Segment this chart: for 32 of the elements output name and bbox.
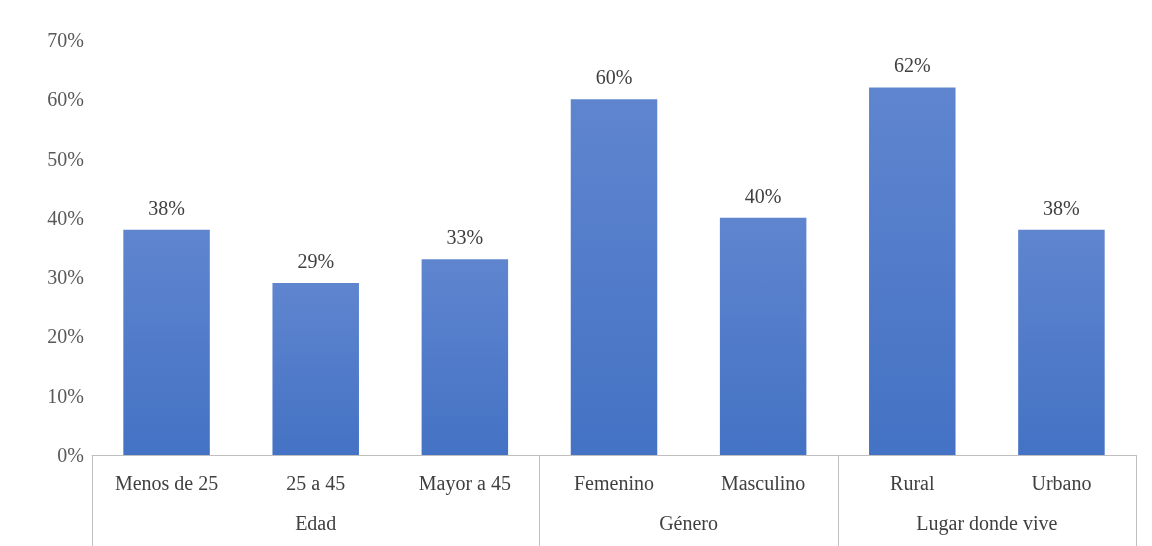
data-label: 38% (1043, 196, 1080, 219)
data-label: 38% (148, 196, 185, 219)
x-tick-label: Masculino (720, 472, 806, 494)
text: Lugar donde vive (916, 512, 1058, 535)
bar (570, 99, 658, 455)
data-label: 62% (893, 54, 931, 77)
bar (421, 259, 509, 455)
bar (869, 87, 956, 455)
y-tick-label: 60% (47, 88, 84, 111)
data-label: 60% (595, 66, 633, 89)
x-tick-label: 25 a 45 (286, 472, 346, 494)
y-tick-label: 0% (57, 444, 84, 466)
text: Edad (295, 512, 337, 535)
y-tick-label: 70% (47, 29, 84, 51)
data-label: 29% (297, 250, 335, 273)
x-tick-label: Urbano (1031, 472, 1092, 494)
y-tick-label: 10% (47, 384, 84, 407)
x-tick-label: Rural (890, 472, 935, 494)
bar (272, 283, 359, 455)
data-label: 40% (744, 184, 782, 207)
text: Género (659, 512, 718, 535)
y-tick-label: 20% (47, 325, 84, 348)
bar (1018, 229, 1105, 455)
y-tick-label: 50% (47, 147, 84, 170)
y-tick-label: 40% (47, 206, 84, 229)
x-tick-label: Mayor a 45 (418, 472, 511, 495)
data-label: 33% (446, 226, 484, 249)
x-tick-label: Menos de 25 (114, 472, 219, 494)
x-tick-label: Femenino (574, 472, 654, 494)
bar (123, 229, 210, 455)
bar (719, 217, 807, 455)
y-tick-label: 30% (47, 266, 84, 289)
